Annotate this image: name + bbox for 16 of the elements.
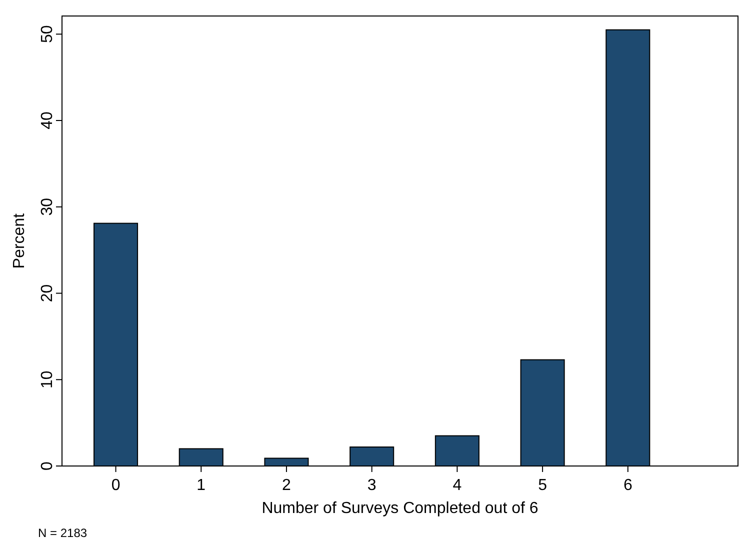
x-axis-title: Number of Surveys Completed out of 6 <box>262 500 538 517</box>
y-tick-label: 40 <box>39 112 56 130</box>
y-axis-title: Percent <box>11 212 28 269</box>
text: N = 2183 <box>38 526 88 540</box>
x-tick-label: 2 <box>282 477 292 494</box>
x-tick-label: 0 <box>111 477 120 494</box>
y-tick-label: 10 <box>39 370 56 389</box>
y-tick-label: 30 <box>39 198 56 216</box>
y-tick-label: 20 <box>39 284 56 302</box>
y-tick-label: 0 <box>39 461 56 470</box>
x-tick-label: 4 <box>452 477 462 494</box>
x-tick-label: 6 <box>623 477 632 494</box>
y-tick-label: 50 <box>39 25 56 44</box>
x-tick-label: 5 <box>538 477 548 494</box>
x-tick-label: 1 <box>196 477 206 494</box>
x-tick-label: 3 <box>367 477 376 494</box>
